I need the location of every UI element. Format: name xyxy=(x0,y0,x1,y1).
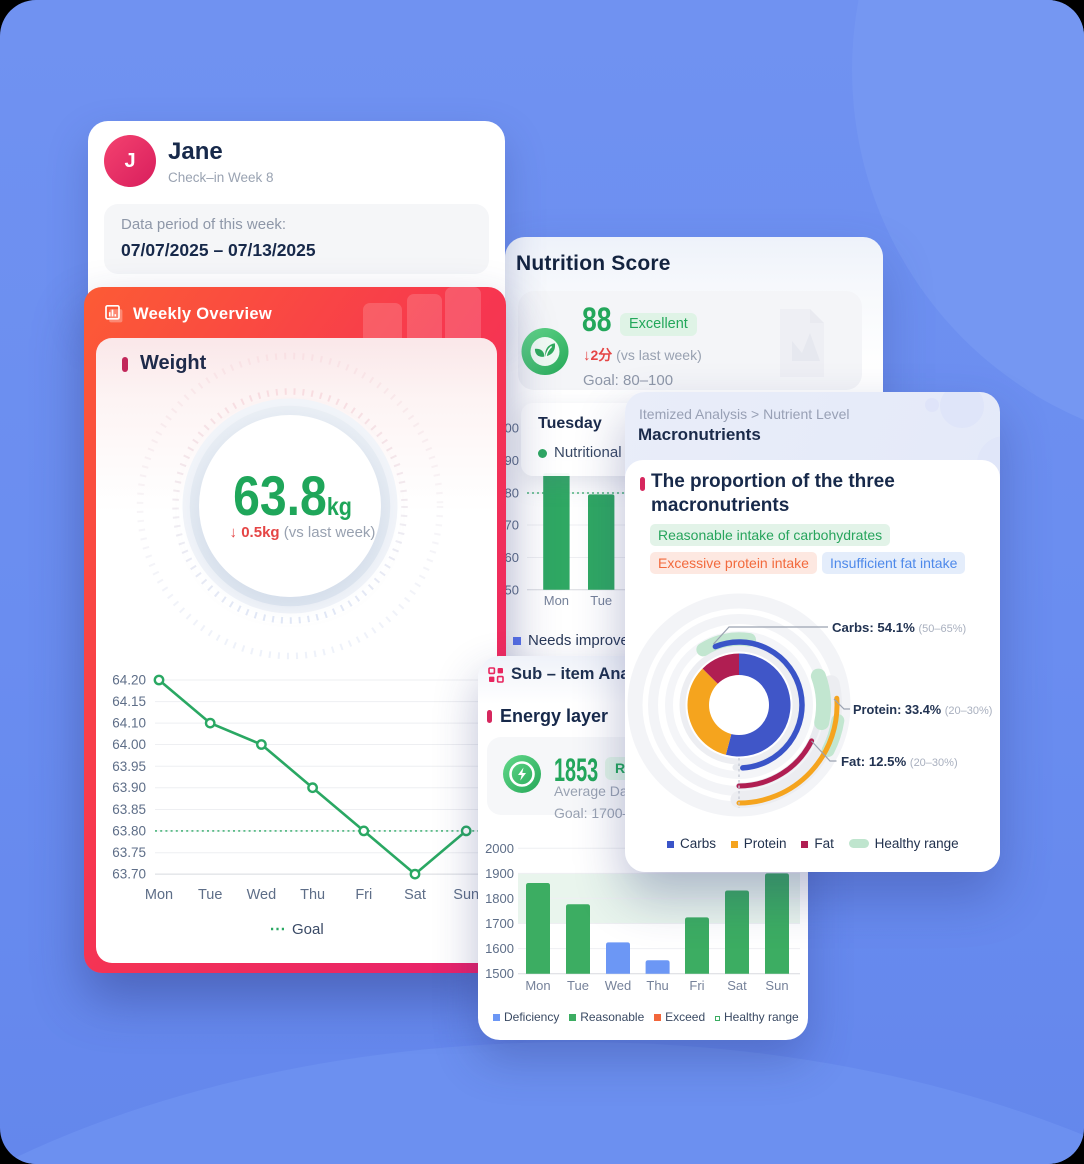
svg-text:Mon: Mon xyxy=(544,593,569,608)
svg-text:Carbs: 54.1% (50–65%): Carbs: 54.1% (50–65%) xyxy=(832,620,966,635)
svg-text:Mon: Mon xyxy=(525,978,550,993)
svg-text:60: 60 xyxy=(505,550,519,565)
svg-text:Sat: Sat xyxy=(404,887,426,903)
svg-text:63.90: 63.90 xyxy=(112,780,146,795)
svg-text:Sun: Sun xyxy=(453,887,479,903)
svg-text:63.85: 63.85 xyxy=(112,802,146,817)
svg-text:1900: 1900 xyxy=(485,866,514,881)
svg-text:Wed: Wed xyxy=(605,978,632,993)
svg-text:100: 100 xyxy=(505,421,519,436)
svg-text:Fri: Fri xyxy=(689,978,704,993)
svg-text:2000: 2000 xyxy=(485,841,514,856)
svg-text:64.15: 64.15 xyxy=(112,694,146,709)
svg-text:1600: 1600 xyxy=(485,941,514,956)
svg-text:Tue: Tue xyxy=(567,978,589,993)
svg-text:80: 80 xyxy=(505,486,519,501)
svg-text:64.10: 64.10 xyxy=(112,716,146,731)
svg-text:1800: 1800 xyxy=(485,891,514,906)
svg-text:Sun: Sun xyxy=(765,978,788,993)
svg-text:Wed: Wed xyxy=(247,887,277,903)
svg-text:63.70: 63.70 xyxy=(112,867,146,882)
svg-text:63.95: 63.95 xyxy=(112,759,146,774)
svg-text:64.20: 64.20 xyxy=(112,673,146,688)
svg-text:Fat: 12.5% (20–30%): Fat: 12.5% (20–30%) xyxy=(841,754,958,769)
svg-text:Thu: Thu xyxy=(646,978,668,993)
svg-text:Sat: Sat xyxy=(727,978,747,993)
svg-text:Tue: Tue xyxy=(198,887,222,903)
svg-text:1700: 1700 xyxy=(485,916,514,931)
svg-text:64.00: 64.00 xyxy=(112,737,146,752)
svg-text:90: 90 xyxy=(505,453,519,468)
svg-text:Goal: Goal xyxy=(292,921,324,938)
svg-text:50: 50 xyxy=(505,582,519,597)
svg-text:70: 70 xyxy=(505,518,519,533)
svg-text:Fri: Fri xyxy=(355,887,372,903)
svg-text:Protein: 33.4% (20–30%): Protein: 33.4% (20–30%) xyxy=(853,702,992,717)
svg-text:63.80: 63.80 xyxy=(112,823,146,838)
svg-text:1500: 1500 xyxy=(485,966,514,981)
svg-text:63.75: 63.75 xyxy=(112,845,146,860)
svg-text:Mon: Mon xyxy=(145,887,173,903)
svg-text:Tue: Tue xyxy=(590,593,612,608)
svg-text:Thu: Thu xyxy=(300,887,325,903)
